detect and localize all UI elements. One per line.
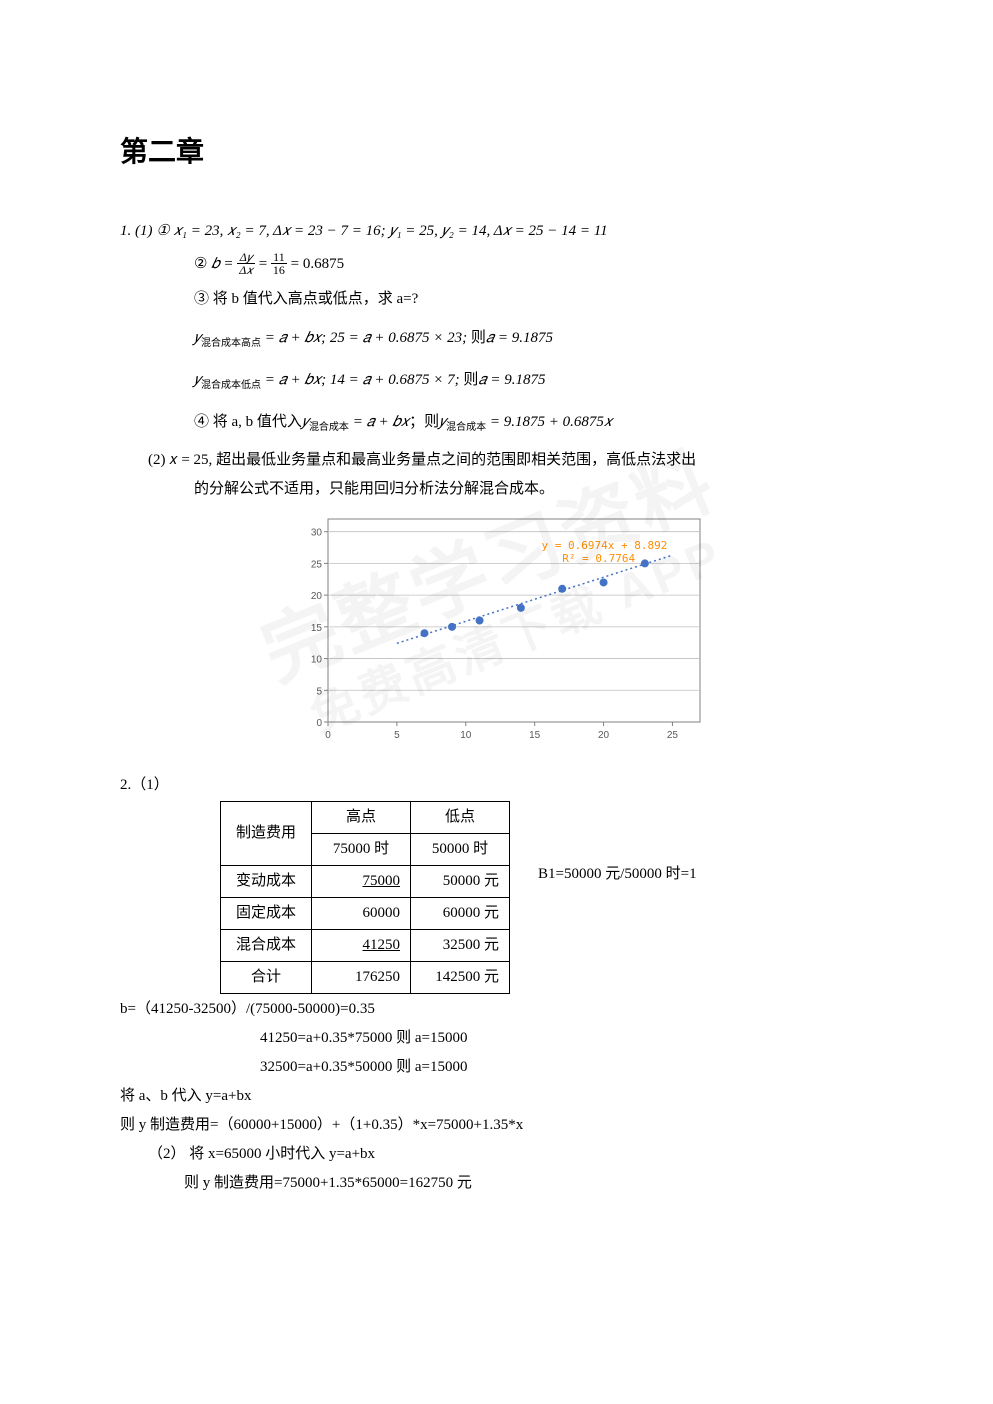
svg-text:20: 20 [311,591,323,602]
svg-text:10: 10 [311,655,323,666]
svg-text:20: 20 [598,730,610,741]
q2-calc4: 将 a、b 代入 y=a+bx [120,1083,873,1110]
q2-calc3: 32500=a+0.35*50000 则 a=15000 [120,1054,873,1081]
q1-step2: ② 𝑏 = Δ𝑦 Δ𝑥 = 11 16 = 0.6875 [120,251,873,278]
svg-text:15: 15 [311,623,323,634]
svg-text:5: 5 [394,730,400,741]
content-body: 1. (1) ① 𝑥₁ = 23, 𝑥₂ = 7, Δ𝑥 = 23 − 7 = … [120,218,873,1197]
th-high: 高点 [312,802,411,834]
row-high: 176250 [312,962,411,994]
table-row: 变动成本7500050000 元 [221,866,510,898]
regression-chart: 0 5 10 15 20 25 30 0 5 10 15 20 25 y = 0.6974x + 8.89… [290,511,710,756]
row-label: 变动成本 [221,866,312,898]
svg-text:0: 0 [316,718,322,729]
row-label: 合计 [221,962,312,994]
fraction-dy-dx: Δ𝑦 Δ𝑥 [237,251,255,276]
q2-header: 2.（1） [120,772,873,799]
th-low: 低点 [411,802,510,834]
table-header-row: 制造费用 高点 低点 [221,802,510,834]
q1-eq-high: 𝑦混合成本高点 = 𝑎 + 𝑏𝑥; 25 = 𝑎 + 0.6875 × 23; … [120,325,873,353]
svg-text:0: 0 [325,730,331,741]
hours-high: 75000 时 [312,834,411,866]
table-row: 合计176250142500 元 [221,962,510,994]
row-label: 混合成本 [221,930,312,962]
table-row: 混合成本4125032500 元 [221,930,510,962]
q2-calc7: 则 y 制造费用=75000+1.35*65000=162750 元 [120,1170,873,1197]
q1-part2-line1: (2) 𝑥 = 25, 超出最低业务量点和最高业务量点之间的范围即相关范围，高低… [120,447,873,474]
chart-svg: 0 5 10 15 20 25 30 0 5 10 15 20 25 y = 0.6974x + 8.89… [290,511,710,746]
row-high: 60000 [312,898,411,930]
cost-table: 制造费用 高点 低点 75000 时 50000 时 变动成本750005000… [220,801,510,994]
q1-step1: 1. (1) ① 𝑥₁ = 23, 𝑥₂ = 7, Δ𝑥 = 23 − 7 = … [120,218,873,245]
svg-text:y = 0.6974x + 8.892: y = 0.6974x + 8.892 [542,539,668,552]
chapter-title: 第二章 [120,130,873,170]
q2-calc1: b=（41250-32500）/(75000-50000)=0.35 [120,996,873,1023]
q1-eq-low: 𝑦混合成本低点 = 𝑎 + 𝑏𝑥; 14 = 𝑎 + 0.6875 × 7; 则… [120,367,873,395]
svg-text:25: 25 [667,730,679,741]
row-low: 32500 元 [411,930,510,962]
row-low: 50000 元 [411,866,510,898]
side-note: B1=50000 元/50000 时=1 [538,861,697,888]
q1-step4: ④ 将 a, b 值代入𝑦混合成本 = 𝑎 + 𝑏𝑥；则𝑦混合成本 = 9.18… [120,409,873,437]
q1-part2-line2: 的分解公式不适用，只能用回归分析法分解混合成本。 [120,476,873,503]
q2-calc6: （2） 将 x=65000 小时代入 y=a+bx [120,1141,873,1168]
fraction-11-16: 11 16 [271,251,287,276]
th-label: 制造费用 [221,802,312,866]
q2-calc5: 则 y 制造费用=（60000+15000）+（1+0.35）*x=75000+… [120,1112,873,1139]
row-label: 固定成本 [221,898,312,930]
svg-text:25: 25 [311,559,323,570]
svg-text:10: 10 [460,730,472,741]
svg-text:R² = 0.7764: R² = 0.7764 [562,552,635,565]
table-row: 固定成本6000060000 元 [221,898,510,930]
row-low: 60000 元 [411,898,510,930]
q2-calc2: 41250=a+0.35*75000 则 a=15000 [120,1025,873,1052]
svg-text:30: 30 [311,528,323,539]
q1-step3: ③ 将 b 值代入高点或低点，求 a=? [120,286,873,313]
row-high: 75000 [312,866,411,898]
row-high: 41250 [312,930,411,962]
row-low: 142500 元 [411,962,510,994]
svg-text:5: 5 [316,686,322,697]
svg-text:15: 15 [529,730,541,741]
hours-low: 50000 时 [411,834,510,866]
